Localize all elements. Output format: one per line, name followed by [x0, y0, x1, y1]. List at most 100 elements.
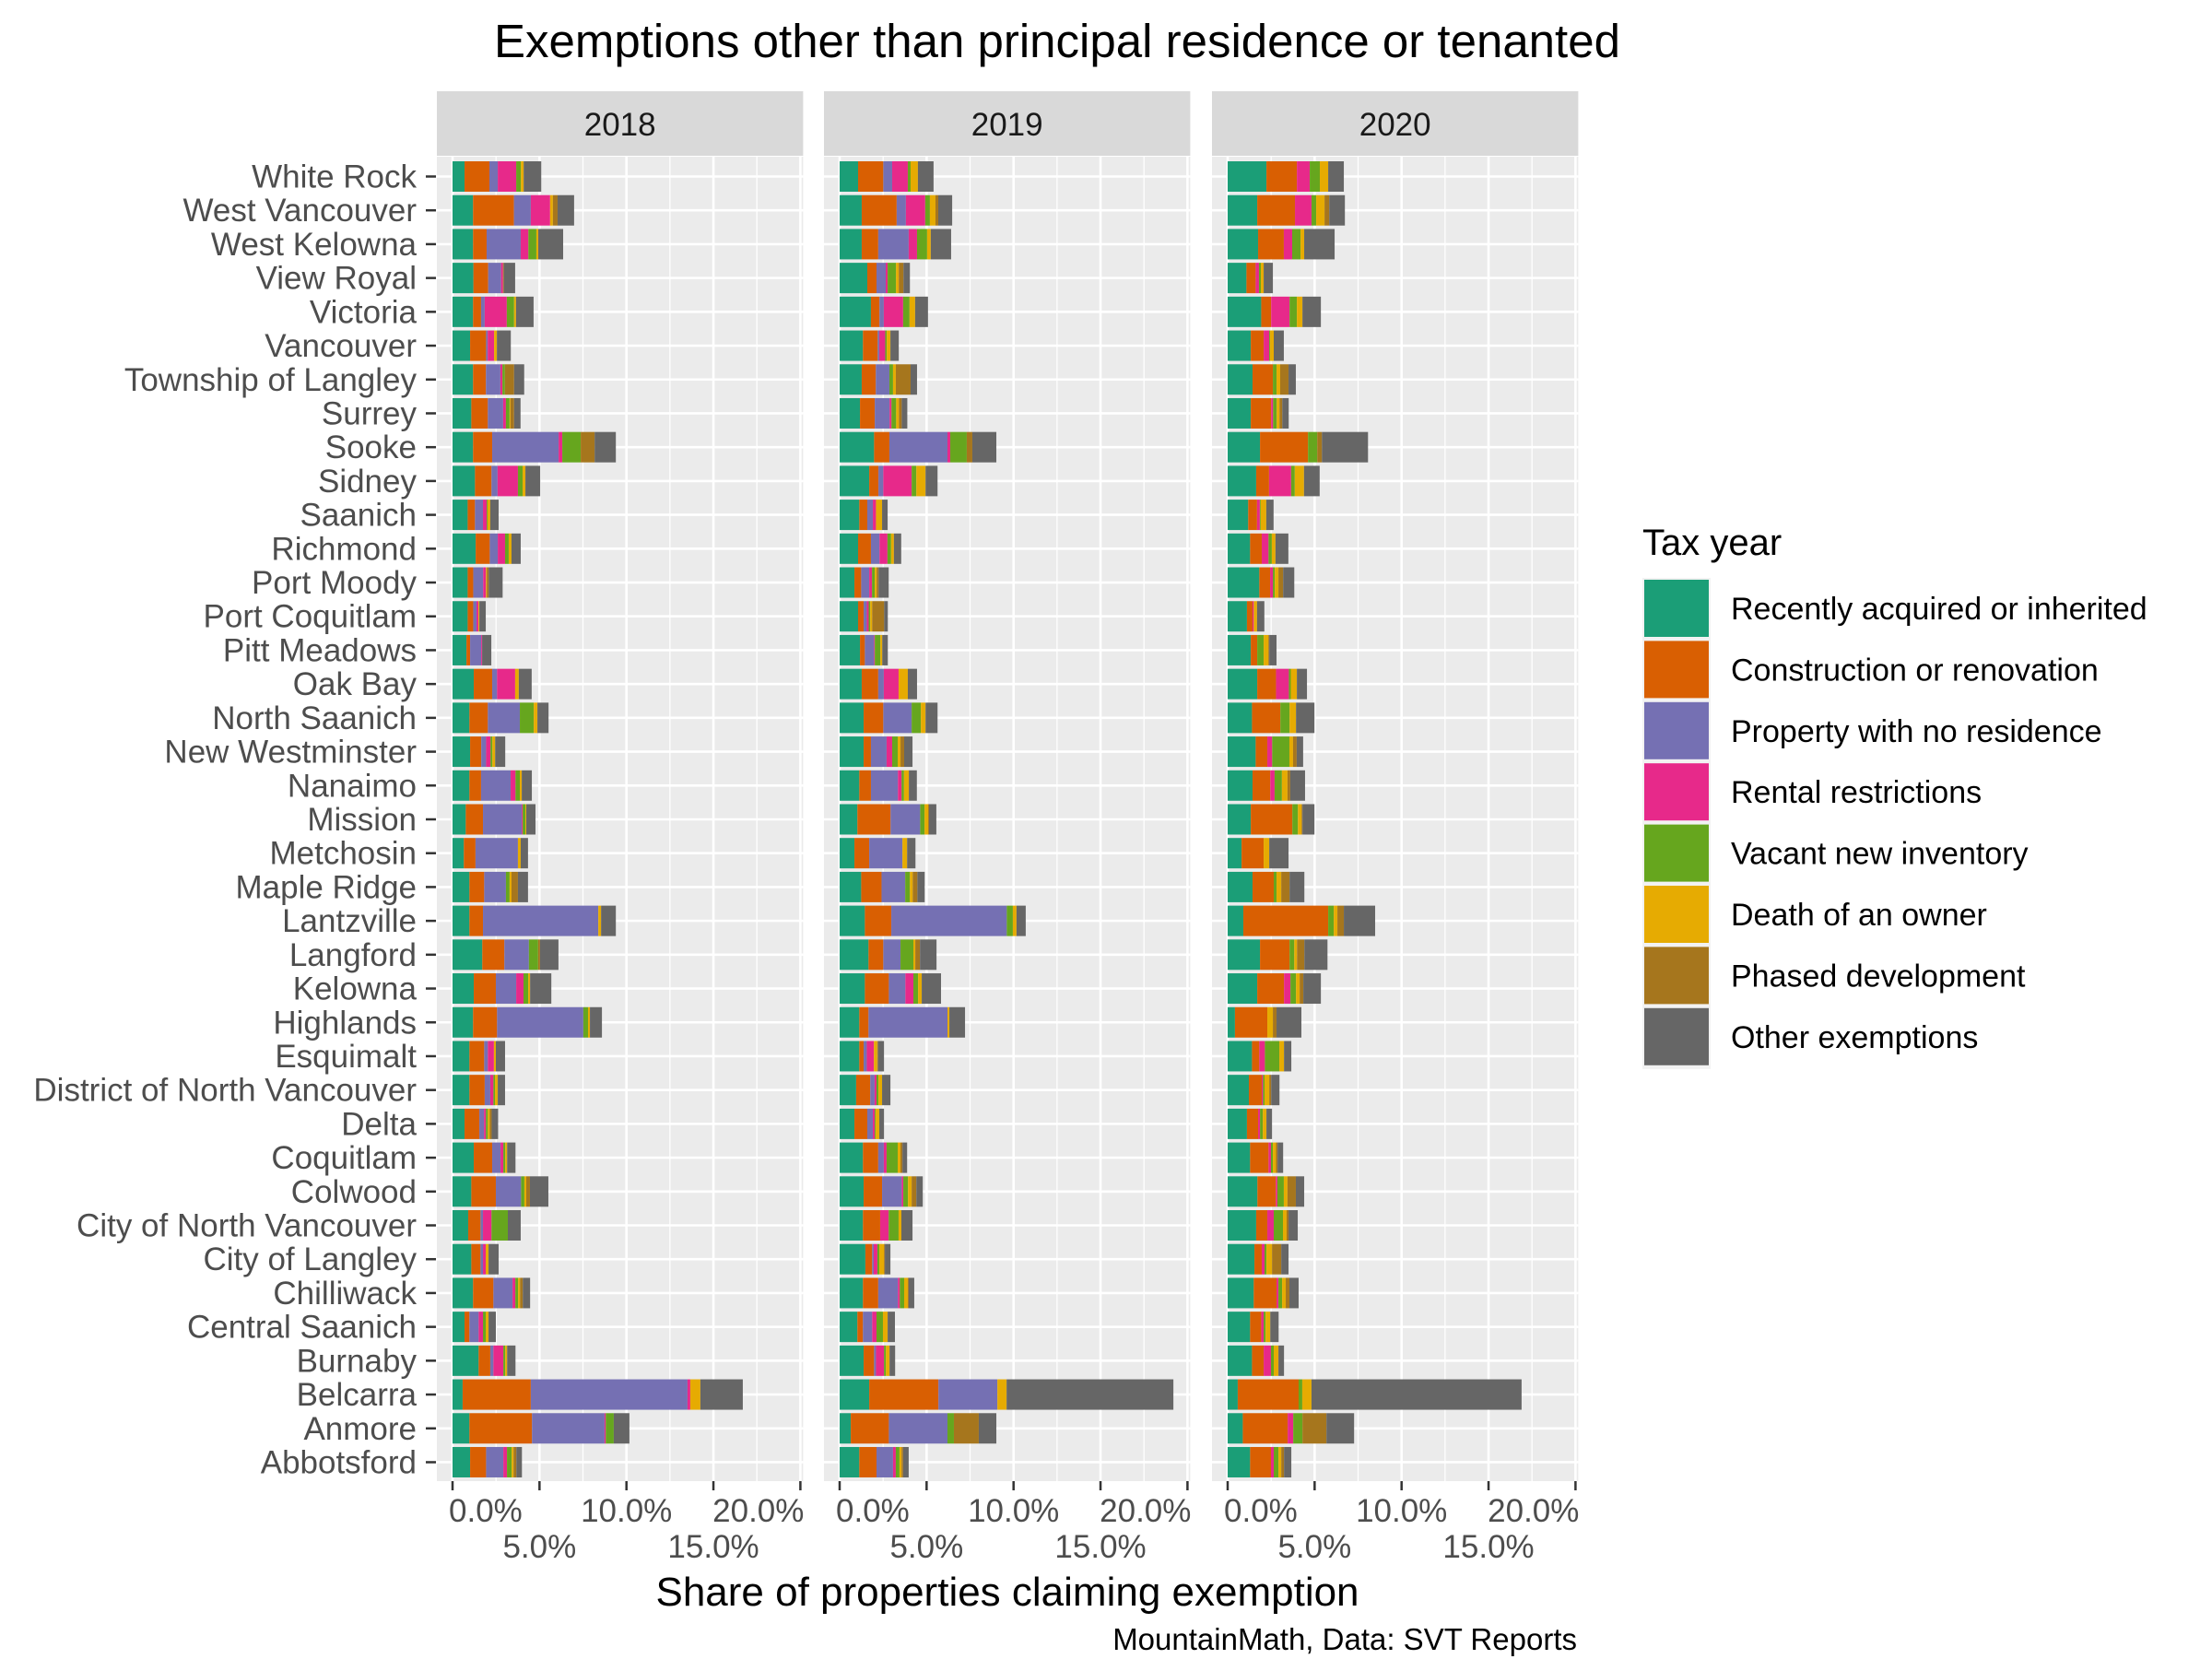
bar-2020-lantzville-other-exemptions — [1344, 905, 1376, 936]
bar-2020-surrey-other-exemptions — [1282, 397, 1289, 429]
bar-2019-delta-construction-or-renovation — [854, 1108, 868, 1139]
bar-2019-richmond-construction-or-renovation — [858, 533, 871, 564]
bar-2019-city-of-north-vancouver-rental-restrictions — [879, 1210, 889, 1241]
bar-2018-west-kelowna-recently-acquired-or-inherited — [453, 229, 474, 260]
bar-2020-port-coquitlam-other-exemptions — [1256, 601, 1265, 632]
bar-2019-city-of-north-vancouver-recently-acquired-or-inherited — [840, 1210, 864, 1241]
bar-2019-sooke-vacant-new-inventory — [950, 431, 967, 463]
bar-2020-surrey-construction-or-renovation — [1251, 397, 1272, 429]
bar-2018-burnaby-death-of-an-owner — [505, 1345, 508, 1376]
bar-2018-district-of-north-vancouver-other-exemptions — [498, 1075, 505, 1106]
bar-2019-city-of-langley-construction-or-renovation — [865, 1243, 873, 1275]
bar-2018-vancouver-recently-acquired-or-inherited — [453, 330, 471, 361]
bar-2020-sidney-rental-restrictions — [1268, 465, 1291, 497]
bar-2018-city-of-north-vancouver-other-exemptions — [508, 1210, 521, 1241]
bar-2020-west-kelowna-vacant-new-inventory — [1292, 229, 1301, 260]
bar-2020-maple-ridge-recently-acquired-or-inherited — [1228, 871, 1253, 902]
bar-2019-north-saanich-construction-or-renovation — [864, 702, 884, 734]
bar-2020-richmond-recently-acquired-or-inherited — [1228, 533, 1251, 564]
bar-2018-port-coquitlam-construction-or-renovation — [467, 601, 474, 632]
bar-2019-view-royal-property-with-no-residence — [877, 263, 887, 294]
caption: MountainMath, Data: SVT Reports — [1112, 1622, 1577, 1656]
bar-2019-victoria-rental-restrictions — [883, 296, 903, 327]
bar-2019-abbotsford-other-exemptions — [902, 1446, 909, 1477]
bar-2020-maple-ridge-vacant-new-inventory — [1274, 871, 1277, 902]
bar-2018-view-royal-recently-acquired-or-inherited — [453, 263, 474, 294]
x-tick-label: 15.0% — [667, 1529, 759, 1565]
bar-2018-port-moody-recently-acquired-or-inherited — [453, 567, 468, 598]
legend-title: Tax year — [1642, 523, 1782, 563]
bar-2019-oak-bay-death-of-an-owner — [898, 668, 908, 700]
bar-2018-new-westminster-recently-acquired-or-inherited — [453, 736, 471, 768]
bar-2018-chilliwack-phased-development — [520, 1277, 524, 1309]
bar-2018-nanaimo-vacant-new-inventory — [515, 770, 521, 801]
bar-2018-victoria-property-with-no-residence — [480, 296, 485, 327]
bar-2019-city-of-north-vancouver-other-exemptions — [900, 1210, 913, 1241]
bar-2018-township-of-langley-rental-restrictions — [500, 364, 503, 395]
bar-2019-victoria-recently-acquired-or-inherited — [840, 296, 871, 327]
bar-2019-coquitlam-phased-development — [900, 1142, 903, 1173]
bar-2020-langford-other-exemptions — [1304, 939, 1328, 971]
bar-2018-coquitlam-vacant-new-inventory — [503, 1142, 506, 1173]
bar-2018-maple-ridge-phased-development — [511, 871, 518, 902]
bar-2018-city-of-north-vancouver-construction-or-renovation — [467, 1210, 481, 1241]
bar-2018-view-royal-property-with-no-residence — [488, 263, 501, 294]
x-tick-label: 15.0% — [1054, 1529, 1146, 1565]
legend-swatch-construction-or-renovation — [1644, 641, 1709, 699]
bar-2019-abbotsford-phased-development — [901, 1446, 903, 1477]
bar-2019-oak-bay-property-with-no-residence — [877, 668, 884, 700]
bar-2018-highlands-other-exemptions — [590, 1006, 603, 1038]
bar-2020-abbotsford-rental-restrictions — [1270, 1446, 1275, 1477]
bar-2018-new-westminster-death-of-an-owner — [492, 736, 496, 768]
bar-2020-victoria-vacant-new-inventory — [1289, 296, 1298, 327]
bar-2019-kelowna-vacant-new-inventory — [913, 973, 919, 1005]
bar-2020-district-of-north-vancouver-recently-acquired-or-inherited — [1228, 1075, 1250, 1106]
bar-2019-new-westminster-other-exemptions — [904, 736, 913, 768]
bar-2020-view-royal-vacant-new-inventory — [1258, 263, 1262, 294]
bar-2019-victoria-other-exemptions — [914, 296, 928, 327]
bar-2019-chilliwack-construction-or-renovation — [863, 1277, 878, 1309]
bar-2019-delta-death-of-an-owner — [876, 1108, 880, 1139]
bar-2020-central-saanich-recently-acquired-or-inherited — [1228, 1312, 1251, 1343]
bar-2020-new-westminster-death-of-an-owner — [1288, 736, 1293, 768]
bar-2018-sidney-rental-restrictions — [497, 465, 518, 497]
bar-2018-belcarra-rental-restrictions — [687, 1379, 690, 1410]
bar-2020-district-of-north-vancouver-construction-or-renovation — [1249, 1075, 1262, 1106]
bar-2018-view-royal-phased-development — [502, 263, 504, 294]
bar-2018-sidney-property-with-no-residence — [491, 465, 498, 497]
bar-2018-highlands-vacant-new-inventory — [582, 1006, 588, 1038]
bar-2018-richmond-vacant-new-inventory — [504, 533, 509, 564]
bar-2018-central-saanich-death-of-an-owner — [486, 1312, 489, 1343]
bar-2019-metchosin-construction-or-renovation — [854, 838, 870, 869]
bar-2018-chilliwack-death-of-an-owner — [518, 1277, 521, 1309]
bar-2019-west-kelowna-rental-restrictions — [908, 229, 917, 260]
bar-2018-surrey-other-exemptions — [513, 397, 521, 429]
bar-2020-north-saanich-vacant-new-inventory — [1280, 702, 1290, 734]
bar-2020-district-of-north-vancouver-death-of-an-owner — [1265, 1075, 1270, 1106]
bar-2018-new-westminster-rental-restrictions — [486, 736, 491, 768]
bar-2019-highlands-property-with-no-residence — [868, 1006, 947, 1038]
y-tick-label: Saanich — [300, 498, 417, 534]
bar-2020-central-saanich-rental-restrictions — [1261, 1312, 1265, 1343]
bar-2019-chilliwack-property-with-no-residence — [877, 1277, 899, 1309]
bar-2019-maple-ridge-recently-acquired-or-inherited — [840, 871, 862, 902]
bar-2018-surrey-rental-restrictions — [502, 397, 506, 429]
y-tick-label: Oak Bay — [293, 666, 418, 702]
bar-2018-maple-ridge-recently-acquired-or-inherited — [453, 871, 470, 902]
bar-2019-richmond-property-with-no-residence — [870, 533, 880, 564]
bar-2019-langford-death-of-an-owner — [913, 939, 916, 971]
bar-2020-coquitlam-vacant-new-inventory — [1270, 1142, 1274, 1173]
bar-2019-township-of-langley-construction-or-renovation — [861, 364, 877, 395]
bar-2019-new-westminster-death-of-an-owner — [898, 736, 901, 768]
bar-2018-delta-phased-development — [489, 1108, 492, 1139]
bar-2020-sidney-other-exemptions — [1303, 465, 1320, 497]
bar-2018-esquimalt-construction-or-renovation — [469, 1041, 485, 1072]
bar-2019-nanaimo-construction-or-renovation — [859, 770, 871, 801]
bar-2018-abbotsford-construction-or-renovation — [470, 1446, 487, 1477]
bar-2020-city-of-north-vancouver-other-exemptions — [1288, 1210, 1299, 1241]
bar-2020-anmore-construction-or-renovation — [1242, 1413, 1288, 1444]
bar-2018-township-of-langley-recently-acquired-or-inherited — [453, 364, 474, 395]
bar-2020-west-kelowna-rental-restrictions — [1283, 229, 1293, 260]
bar-2019-anmore-property-with-no-residence — [888, 1413, 947, 1444]
bar-2020-sidney-vacant-new-inventory — [1290, 465, 1295, 497]
